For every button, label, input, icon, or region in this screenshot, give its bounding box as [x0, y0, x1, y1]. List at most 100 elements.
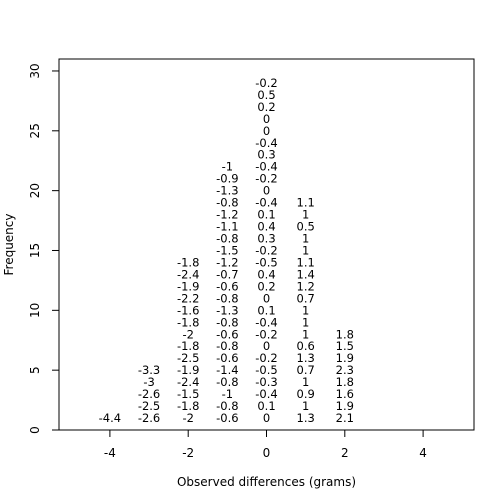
data-label: 1 — [302, 303, 309, 317]
data-label: -2.4 — [177, 267, 199, 281]
data-label: -1.5 — [177, 387, 199, 401]
data-label: 1.8 — [336, 375, 354, 389]
data-label: 0.5 — [297, 220, 315, 234]
data-label: -2 — [182, 327, 193, 341]
data-label: -2 — [182, 411, 193, 425]
y-axis: 0 5 10 15 20 25 30 — [28, 63, 60, 434]
data-label: -4.4 — [99, 411, 121, 425]
data-label: 1 — [302, 243, 309, 257]
data-label: -0.2 — [255, 172, 277, 186]
data-label: -1.2 — [216, 208, 238, 222]
data-label: -1 — [222, 160, 233, 174]
data-label: -2.6 — [138, 411, 160, 425]
data-label: -0.6 — [216, 351, 238, 365]
data-label: 1.9 — [336, 399, 354, 413]
data-label: 0.1 — [257, 399, 275, 413]
data-label: 1 — [302, 232, 309, 246]
data-label: -1.8 — [177, 339, 199, 353]
data-label: -1.2 — [216, 255, 238, 269]
data-label: -0.5 — [255, 255, 277, 269]
x-axis-title: Observed differences (grams) — [177, 475, 356, 489]
data-label: -1.8 — [177, 255, 199, 269]
x-tick-label: 4 — [419, 446, 427, 460]
data-label: 1.1 — [297, 196, 315, 210]
y-tick-label: 0 — [28, 426, 42, 434]
data-label: -0.3 — [255, 375, 277, 389]
x-tick-label: 2 — [341, 446, 349, 460]
data-label: -0.4 — [255, 196, 277, 210]
y-tick-label: 15 — [28, 243, 42, 258]
data-label: 0.7 — [297, 363, 315, 377]
data-label: -2.4 — [177, 375, 199, 389]
data-label: 0.6 — [297, 339, 315, 353]
data-label: -1.6 — [177, 303, 199, 317]
data-label: 2.1 — [336, 411, 354, 425]
data-label: 0.1 — [257, 208, 275, 222]
data-label: 0.1 — [257, 303, 275, 317]
data-label: 1 — [302, 315, 309, 329]
y-tick-label: 20 — [28, 183, 42, 198]
y-tick-label: 25 — [28, 123, 42, 138]
data-label: -0.8 — [216, 196, 238, 210]
data-labels: -4.4 -2.6-2.5-2.6-3-3.3-2-1.8-1.5-2.4-1.9… — [99, 76, 354, 425]
data-label: -0.4 — [255, 136, 277, 150]
x-tick-label: -4 — [104, 446, 116, 460]
data-label: 0.2 — [257, 100, 275, 114]
data-label: -0.8 — [216, 375, 238, 389]
data-label: -2.5 — [177, 351, 199, 365]
data-label: 0.3 — [257, 232, 275, 246]
data-label: -1.1 — [216, 220, 238, 234]
x-tick-label: 0 — [263, 446, 271, 460]
data-label: -0.8 — [216, 291, 238, 305]
data-label: 0 — [263, 339, 270, 353]
y-tick-label: 30 — [28, 63, 42, 78]
data-label: 1 — [302, 399, 309, 413]
data-label: 0.5 — [257, 88, 275, 102]
data-label: -2.5 — [138, 399, 160, 413]
data-label: -0.8 — [216, 232, 238, 246]
data-label: -0.6 — [216, 411, 238, 425]
data-label: 1.6 — [336, 387, 354, 401]
data-label: -2.2 — [177, 291, 199, 305]
data-label: 0 — [263, 411, 270, 425]
data-label: 1 — [302, 375, 309, 389]
data-label: -0.5 — [255, 363, 277, 377]
data-label: -0.4 — [255, 315, 277, 329]
y-tick-label: 5 — [28, 366, 42, 374]
y-tick-label: 10 — [28, 303, 42, 318]
data-label: 0 — [263, 184, 270, 198]
data-label: -1.5 — [216, 243, 238, 257]
data-label: -0.8 — [216, 399, 238, 413]
data-label: 2.3 — [336, 363, 354, 377]
data-label: -0.4 — [255, 160, 277, 174]
data-label: 1.3 — [297, 411, 315, 425]
data-label: -0.7 — [216, 267, 238, 281]
data-label: -0.2 — [255, 351, 277, 365]
data-label: -1.8 — [177, 315, 199, 329]
data-label: 1.4 — [297, 267, 315, 281]
data-label: 0 — [263, 112, 270, 126]
data-label: 1.3 — [297, 351, 315, 365]
data-label: 1.5 — [336, 339, 354, 353]
x-axis: -4 -2 0 2 4 — [104, 429, 427, 460]
data-label: -1.8 — [177, 399, 199, 413]
data-label: -3 — [143, 375, 154, 389]
data-label: 0.9 — [297, 387, 315, 401]
data-label: -0.8 — [216, 315, 238, 329]
x-tick-label: -2 — [182, 446, 194, 460]
data-label: -0.4 — [255, 387, 277, 401]
data-label: 1.9 — [336, 351, 354, 365]
data-label: -0.2 — [255, 327, 277, 341]
data-label: 1 — [302, 327, 309, 341]
data-label: 1.8 — [336, 327, 354, 341]
data-label: -2.6 — [138, 387, 160, 401]
data-label: -1.3 — [216, 303, 238, 317]
data-label: -1 — [222, 387, 233, 401]
data-label: 0.4 — [257, 267, 275, 281]
data-label: -1.9 — [177, 279, 199, 293]
data-label: -1.9 — [177, 363, 199, 377]
data-label: -0.9 — [216, 172, 238, 186]
data-label: 0.4 — [257, 220, 275, 234]
